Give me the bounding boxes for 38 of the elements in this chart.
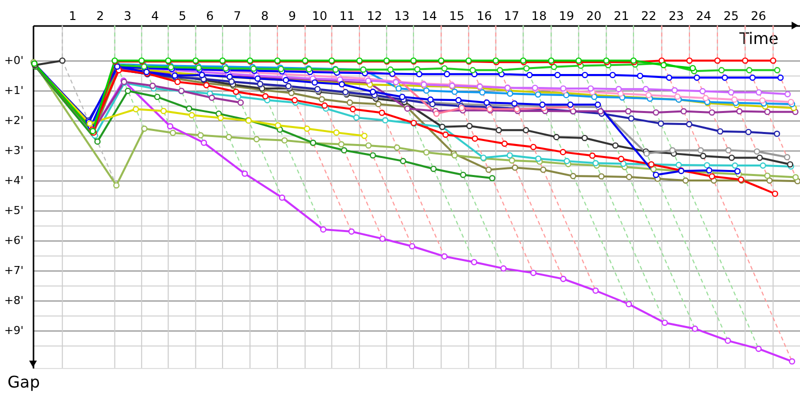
x-tick-label: 3 [124, 9, 132, 23]
x-tick-label: 20 [586, 9, 602, 23]
x-tick-label: 1 [68, 9, 77, 23]
x-tick-label: 19 [558, 9, 574, 23]
x-tick-label: 11 [339, 9, 355, 23]
x-tick-label: 10 [312, 9, 328, 23]
x-tick-label: 6 [206, 9, 214, 23]
x-tick-label: 26 [750, 9, 766, 23]
y-tick-label: +9' [4, 324, 24, 338]
x-tick-label: 12 [366, 9, 382, 23]
x-tick-label: 16 [476, 9, 492, 23]
x-tick-label: 13 [394, 9, 410, 23]
y-tick-label: +3' [4, 144, 24, 158]
x-tick-label: 14 [422, 9, 437, 23]
x-tick-label: 25 [723, 9, 739, 23]
x-axis-title: Time [738, 29, 778, 48]
x-tick-label: 4 [151, 9, 159, 23]
x-tick-label: 21 [614, 9, 630, 23]
x-tick-label: 22 [641, 9, 656, 23]
x-tick-label: 23 [668, 9, 684, 23]
y-tick-label: +4' [4, 174, 24, 188]
x-tick-label: 8 [260, 9, 269, 23]
y-tick-label: +7' [4, 264, 24, 278]
y-tick-label: +0' [4, 54, 24, 68]
y-tick-label: +8' [4, 294, 24, 308]
y-axis-title: Gap [8, 372, 40, 392]
x-tick-label: 9 [288, 9, 296, 23]
x-tick-label: 17 [504, 9, 520, 23]
x-tick-label: 18 [531, 9, 547, 23]
y-tick-label: +1' [4, 84, 24, 98]
y-tick-label: +2' [4, 114, 24, 128]
x-tick-label: 2 [96, 9, 104, 23]
x-tick-label: 24 [696, 9, 712, 23]
y-tick-label: +6' [4, 234, 24, 248]
y-tick-label: +5' [4, 204, 24, 218]
x-tick-label: 7 [234, 9, 242, 23]
x-tick-label: 15 [449, 9, 464, 23]
x-tick-label: 5 [178, 9, 186, 23]
